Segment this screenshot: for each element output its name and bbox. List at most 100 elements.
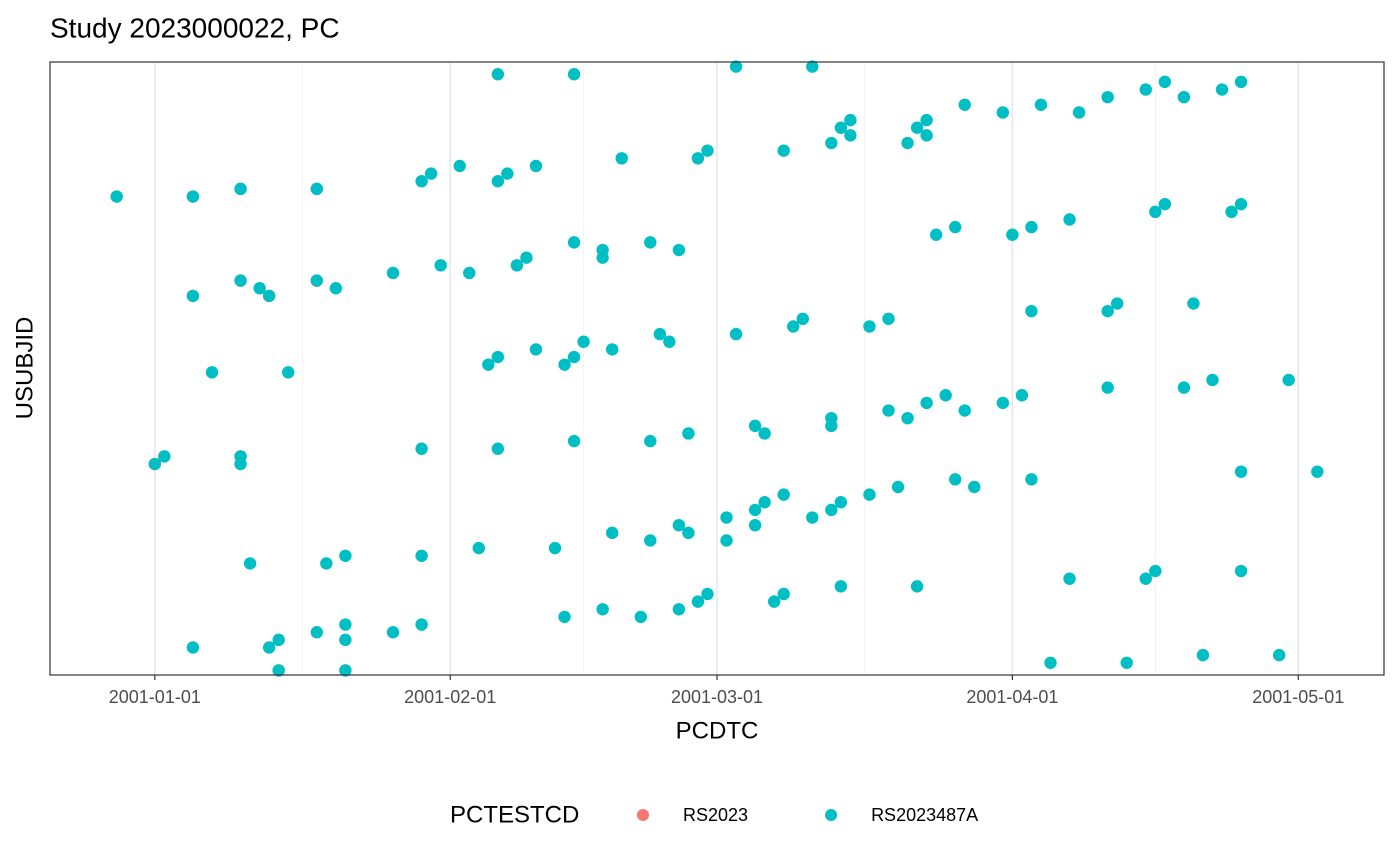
point [1006,228,1019,241]
point [901,411,914,425]
point [691,595,705,608]
point [310,274,323,287]
point [1234,564,1248,578]
point [605,526,619,540]
point [320,557,333,570]
point [282,366,295,379]
legend-marker [825,809,838,821]
point [720,534,733,547]
point [682,526,695,540]
point [663,335,676,348]
point [520,251,533,264]
point [1101,90,1114,104]
point [548,541,562,555]
point [415,175,428,188]
point [701,144,714,157]
point [1272,648,1286,662]
point [272,633,285,647]
point [729,327,743,341]
point [844,129,857,142]
point [434,259,447,272]
point [329,282,343,295]
point [415,549,428,562]
point [672,603,686,616]
point [501,167,514,180]
point [339,549,352,562]
point [1025,220,1038,234]
point [339,664,352,677]
point [834,580,848,593]
point [949,473,962,486]
point [567,236,581,249]
legend-label: RS2023487A [871,805,978,825]
point [596,251,609,264]
point [882,404,895,417]
point [1139,572,1152,585]
point [1177,381,1191,394]
x-tick-label: 2001-04-01 [966,687,1058,707]
point [939,389,952,402]
point [1149,205,1162,219]
point [929,228,943,241]
point [996,396,1010,410]
point [729,60,743,73]
point [891,480,905,494]
point [1063,572,1076,585]
point [1206,373,1219,387]
point [1282,373,1295,387]
point [691,152,705,165]
point [386,625,400,639]
point [1101,304,1114,318]
point [234,182,247,196]
point [491,350,505,364]
point [110,190,123,203]
point [472,541,485,555]
y-axis-label: USUBJID [11,317,38,420]
point [1234,197,1248,211]
point [567,434,581,448]
point [386,266,400,280]
point [920,113,933,127]
point [1111,297,1124,310]
point [1072,106,1086,119]
point [748,419,762,433]
point [567,68,581,81]
point [834,121,848,134]
point [339,633,352,647]
point [1215,83,1229,96]
point [910,580,924,593]
point [920,396,933,410]
point [615,152,628,165]
point [186,289,200,303]
point [958,98,971,112]
point [463,266,476,280]
point [491,442,505,455]
point [834,496,848,509]
point [605,343,619,356]
point [825,419,838,433]
chart-title: Study 2023000022, PC [50,12,340,43]
point [558,358,571,371]
point [262,289,276,303]
point [958,404,971,417]
point [415,442,428,455]
point [672,518,686,532]
point [1187,297,1200,310]
point [748,518,762,532]
point [491,175,505,188]
point [644,236,657,249]
point [882,312,895,326]
point [558,610,571,624]
point [567,350,581,364]
point [910,121,924,134]
point [1234,465,1248,478]
point [424,167,438,180]
point [1158,75,1172,89]
panel-border [49,61,1385,676]
point [243,557,257,570]
point [1158,197,1172,211]
point [825,503,838,517]
point [701,587,714,601]
point [758,496,771,509]
point [806,60,819,73]
